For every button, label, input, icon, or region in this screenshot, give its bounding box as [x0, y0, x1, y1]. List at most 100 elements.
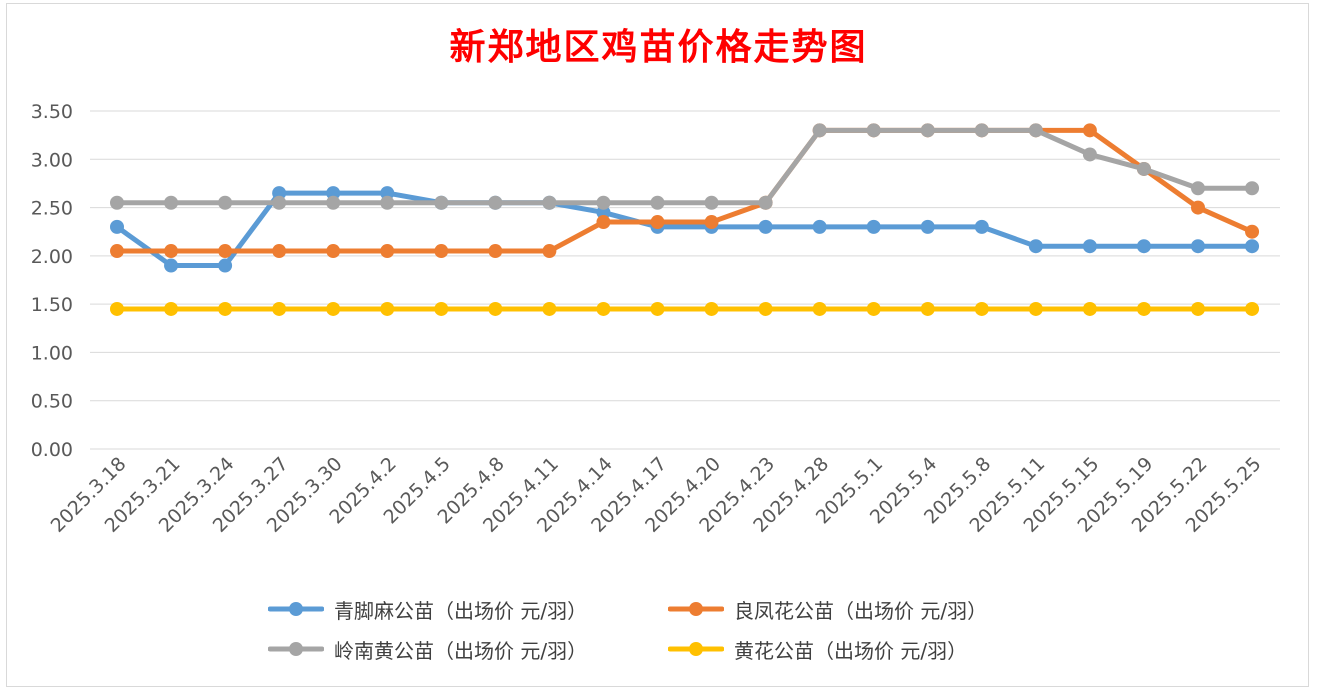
data-point — [218, 195, 233, 210]
data-point — [596, 205, 611, 220]
data-point — [812, 219, 827, 234]
data-point — [1245, 301, 1260, 316]
data-point — [1191, 239, 1205, 254]
series-line — [114, 127, 1255, 254]
series-line — [114, 190, 1255, 269]
data-point — [1028, 239, 1043, 254]
data-point — [380, 195, 395, 210]
data-point — [1136, 301, 1151, 316]
data-point — [326, 301, 341, 316]
data-point — [488, 301, 503, 316]
data-point — [1028, 301, 1043, 316]
data-point — [218, 244, 233, 259]
data-point — [758, 219, 773, 234]
data-point — [380, 244, 395, 259]
data-point — [272, 301, 287, 316]
data-point — [164, 195, 179, 210]
data-point — [164, 301, 179, 316]
y-tick-label: 1.50 — [31, 294, 73, 316]
data-point — [650, 301, 665, 316]
data-point — [1245, 224, 1260, 239]
y-tick-label: 3.00 — [31, 149, 73, 171]
data-point — [110, 244, 124, 259]
data-point — [920, 301, 935, 316]
data-point — [866, 301, 881, 316]
data-point — [326, 195, 341, 210]
data-point — [1191, 200, 1205, 215]
data-point — [326, 186, 341, 201]
data-point — [380, 301, 395, 316]
legend-label: 岭南黄公苗（出场价 元/羽） — [334, 638, 588, 663]
data-point — [164, 258, 179, 273]
legend-item: 岭南黄公苗（出场价 元/羽） — [268, 632, 587, 666]
legend-label: 青脚麻公苗（出场价 元/羽） — [334, 598, 588, 623]
data-point — [1082, 301, 1097, 316]
legend-swatch — [668, 602, 724, 616]
legend-swatch — [268, 602, 324, 616]
legend-label: 黄花公苗（出场价 元/羽） — [734, 638, 968, 663]
data-point — [542, 301, 557, 316]
data-point — [920, 123, 935, 138]
data-point — [974, 123, 989, 138]
data-point — [434, 244, 449, 259]
legend-item: 黄花公苗（出场价 元/羽） — [668, 632, 967, 666]
data-point — [1136, 239, 1151, 254]
data-point — [542, 244, 557, 259]
data-point — [1191, 181, 1205, 196]
data-point — [1082, 239, 1097, 254]
data-point — [812, 301, 827, 316]
y-tick-label: 0.00 — [31, 439, 73, 461]
data-point — [434, 301, 449, 316]
data-point — [920, 219, 935, 234]
data-point — [488, 195, 503, 210]
data-point — [866, 123, 881, 138]
data-point — [758, 301, 773, 316]
data-point — [272, 244, 287, 259]
legend-swatch — [668, 642, 724, 656]
y-tick-label: 3.50 — [31, 101, 73, 123]
y-tick-label: 1.00 — [31, 342, 73, 364]
data-point — [866, 219, 881, 234]
data-point — [326, 244, 341, 259]
data-point — [704, 301, 719, 316]
data-point — [272, 195, 287, 210]
data-point — [488, 244, 503, 259]
data-point — [1028, 123, 1043, 138]
legend-label: 良凤花公苗（出场价 元/羽） — [734, 598, 988, 623]
data-point — [1245, 239, 1260, 254]
y-tick-label: 0.50 — [31, 391, 73, 413]
data-point — [110, 301, 124, 316]
data-point — [110, 195, 124, 210]
data-point — [218, 301, 233, 316]
legend-item: 青脚麻公苗（出场价 元/羽） — [268, 592, 587, 626]
data-point — [542, 195, 557, 210]
data-point — [596, 195, 611, 210]
data-point — [596, 215, 611, 230]
chart-frame — [6, 3, 1309, 687]
data-point — [1245, 181, 1260, 196]
legend-item: 良凤花公苗（出场价 元/羽） — [668, 592, 987, 626]
data-point — [1082, 123, 1097, 138]
data-point — [1136, 161, 1151, 176]
data-point — [380, 186, 395, 201]
y-tick-label: 2.00 — [31, 246, 73, 268]
data-point — [812, 123, 827, 138]
data-point — [650, 195, 665, 210]
data-point — [758, 195, 773, 210]
legend-swatch — [268, 642, 324, 656]
data-point — [434, 195, 449, 210]
y-tick-label: 2.50 — [31, 198, 73, 220]
data-point — [1191, 301, 1205, 316]
data-point — [164, 244, 179, 259]
data-point — [110, 219, 124, 234]
data-point — [974, 301, 989, 316]
chart-title: 新郑地区鸡苗价格走势图 — [449, 26, 868, 68]
data-point — [704, 195, 719, 210]
data-point — [218, 258, 233, 273]
data-point — [272, 186, 287, 201]
data-point — [596, 301, 611, 316]
data-point — [974, 219, 989, 234]
data-point — [704, 215, 719, 230]
data-point — [650, 215, 665, 230]
